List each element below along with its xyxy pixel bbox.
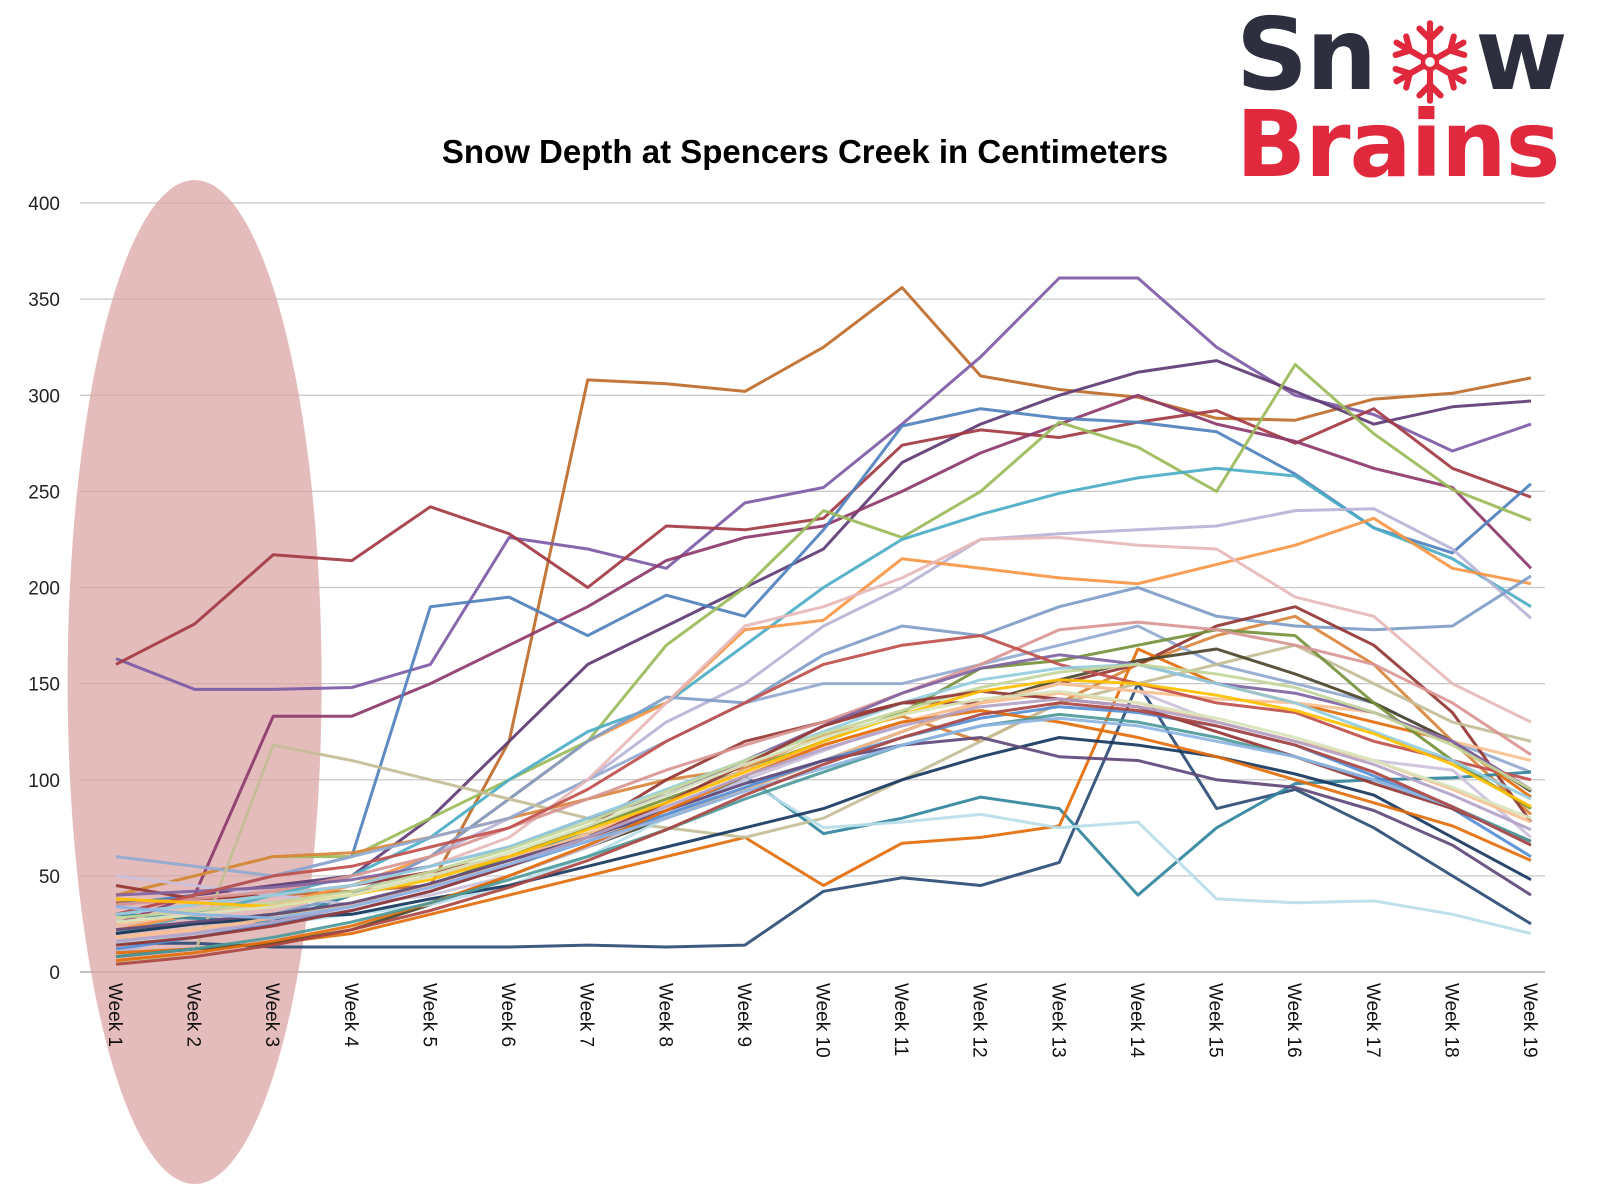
series-line-26 (115, 620, 1532, 907)
series-line-12 (115, 614, 1533, 897)
chart-title: Snow Depth at Spencers Creek in Centimet… (442, 133, 1168, 170)
logo-word-snow: Sn w (1236, 0, 1568, 113)
snowflake-icon (1392, 20, 1468, 104)
y-tick-label: 150 (28, 675, 60, 696)
y-tick-label: 50 (39, 867, 60, 888)
y-tick-label: 250 (28, 482, 60, 503)
series-line-38 (115, 689, 1532, 924)
x-tick-label: Week 5 (418, 983, 439, 1047)
x-tick-label: Week 2 (183, 983, 204, 1047)
x-tick-label: Week 17 (1362, 983, 1383, 1058)
x-tick-label: Week 18 (1440, 983, 1461, 1058)
series-line-33 (115, 736, 1532, 932)
x-tick-label: Week 14 (1126, 983, 1147, 1058)
series-line-11 (116, 682, 1532, 949)
y-tick-label: 100 (28, 771, 60, 792)
x-tick-label: Week 9 (733, 983, 754, 1047)
x-tick-label: Week 16 (1283, 983, 1304, 1058)
series-line-5 (115, 393, 1533, 926)
x-tick-label: Week 15 (1205, 983, 1226, 1058)
series-line-1 (115, 286, 1532, 905)
series-line-25 (115, 736, 1532, 935)
x-tick-label: Week 10 (812, 983, 833, 1058)
series-line-41 (115, 701, 1532, 966)
x-tick-label: Week 19 (1519, 983, 1540, 1058)
series-line-3 (115, 359, 1532, 916)
x-tick-label: Week 3 (261, 983, 282, 1047)
y-tick-label: 200 (28, 579, 60, 600)
logo-word-brains: Brains (1236, 91, 1560, 198)
x-tick-label: Week 8 (654, 983, 675, 1047)
x-tick-label: Week 4 (340, 983, 361, 1048)
snowbrains-logo: Sn w Brains (1236, 0, 1586, 195)
y-tick-label: 400 (28, 194, 60, 215)
x-tick-label: Week 13 (1047, 983, 1068, 1058)
x-tick-label: Week 12 (969, 983, 990, 1058)
series-line-28 (115, 634, 1532, 916)
y-tick-label: 300 (28, 386, 60, 407)
x-tick-label: Week 7 (576, 983, 597, 1047)
series-line-40 (115, 716, 1532, 920)
series-line-4 (115, 407, 1532, 666)
series-line-35 (115, 709, 1532, 962)
x-tick-label: Week 11 (890, 983, 911, 1056)
x-tick-label: Week 6 (497, 983, 518, 1047)
y-tick-label: 0 (49, 963, 60, 984)
y-tick-label: 350 (28, 290, 60, 311)
x-tick-label: Week 1 (104, 983, 125, 1047)
series-line-29 (115, 662, 1532, 916)
series-line-2 (115, 276, 1532, 691)
series-line-32 (115, 662, 1532, 920)
series-line-14 (115, 624, 1532, 878)
